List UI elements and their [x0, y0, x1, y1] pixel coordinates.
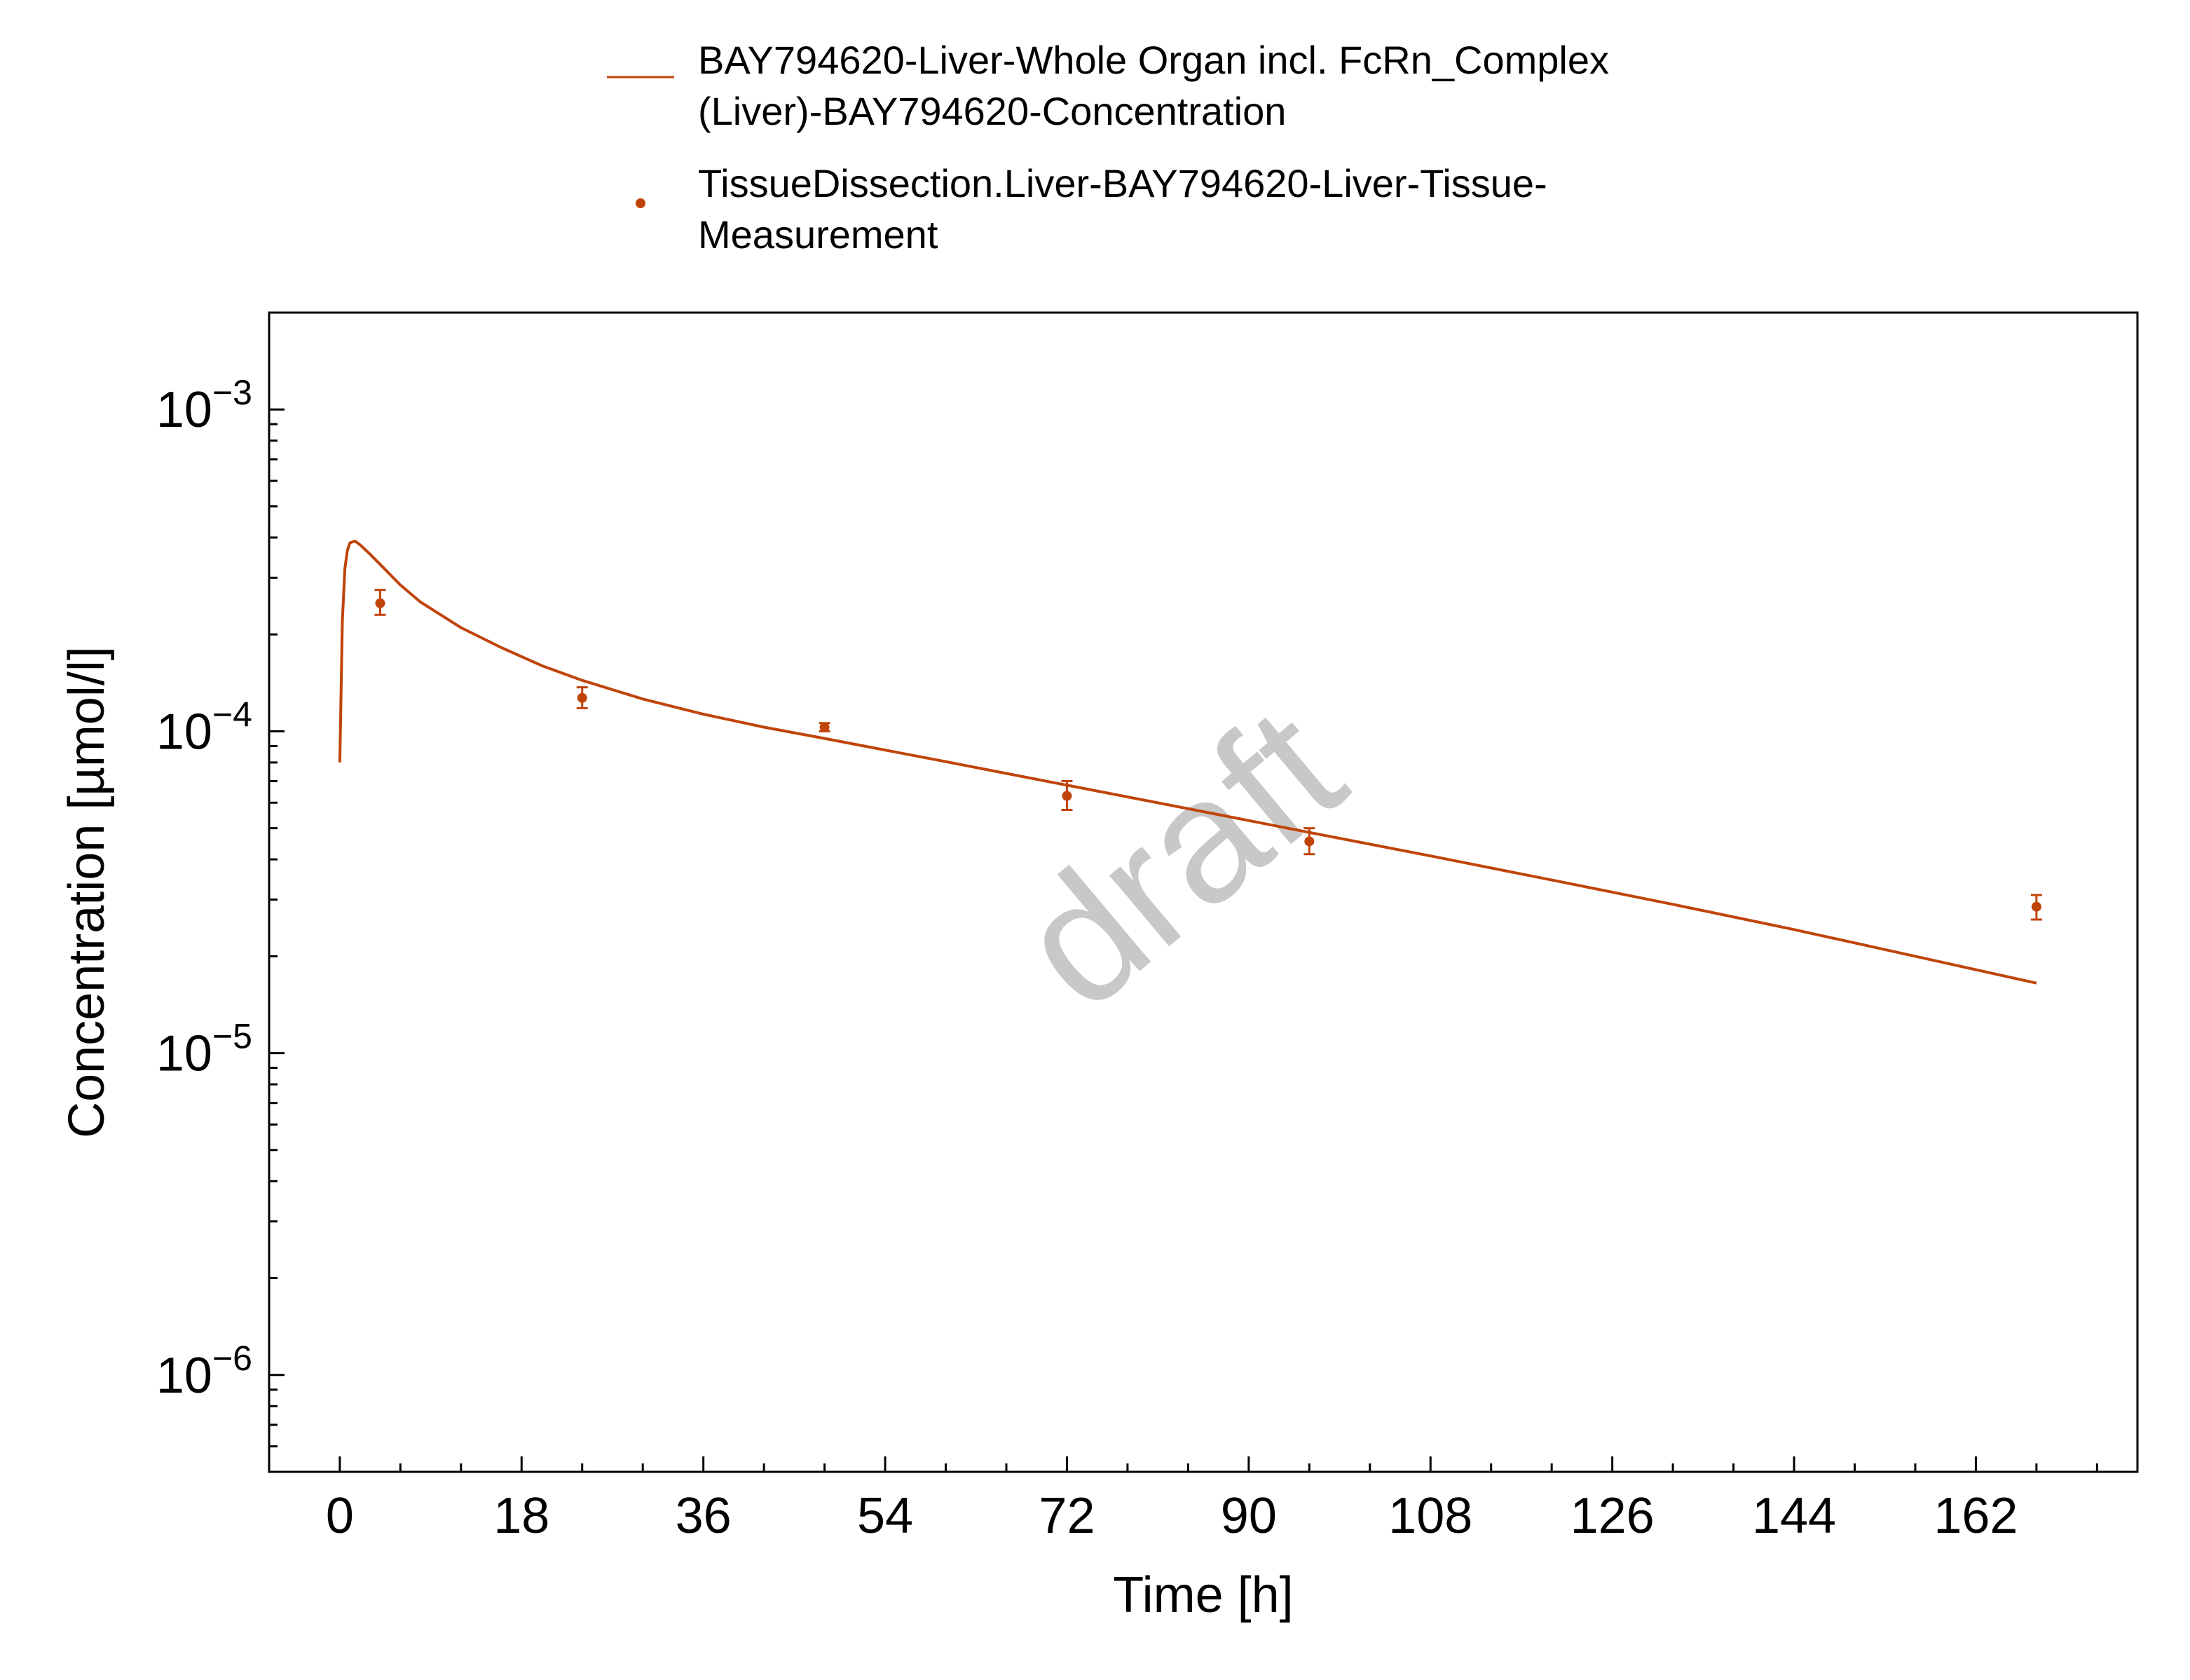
- plot-area-frame: [268, 311, 2139, 1473]
- x-tick-label: 144: [1752, 1488, 1836, 1544]
- x-axis-ticks: 0 18 36 54 72 90 108 126 144 162: [326, 1456, 2098, 1544]
- measurement-marker: [1304, 836, 1315, 847]
- x-tick-label: 54: [857, 1488, 913, 1544]
- measurement-marker: [1062, 791, 1072, 801]
- y-axis-title: Concentration [µmol/l]: [59, 646, 115, 1138]
- simulation-line: [338, 540, 2037, 985]
- x-tick-label: 18: [493, 1488, 549, 1544]
- x-tick-label: 36: [676, 1488, 732, 1544]
- measurement-marker: [375, 598, 385, 608]
- x-tick-label: 126: [1570, 1488, 1655, 1544]
- x-tick-label: 162: [1934, 1488, 2018, 1544]
- x-tick-label: 90: [1221, 1488, 1277, 1544]
- measurement-point: [2030, 894, 2042, 921]
- measurement-point: [374, 589, 386, 616]
- measurement-marker: [819, 722, 830, 732]
- measurement-point: [576, 686, 588, 709]
- legend: BAY794620-Liver-Whole Organ incl. FcRn_C…: [607, 38, 1609, 257]
- y-tick-label: 10−4: [156, 695, 252, 760]
- y-axis-ticks: 10−3 10−4 10−5 10−6: [156, 311, 285, 1473]
- y-tick-label: 10−5: [156, 1017, 252, 1082]
- legend-label-line-2: (Liver)-BAY794620-Concentration: [698, 89, 1286, 133]
- y-tick-label: 10−6: [156, 1339, 252, 1404]
- y-tick-label: 10−3: [156, 373, 252, 438]
- x-tick-label: 108: [1388, 1488, 1472, 1544]
- legend-dot-swatch: [636, 198, 645, 208]
- measurement-marker: [2031, 901, 2041, 912]
- legend-label-line-1: BAY794620-Liver-Whole Organ incl. FcRn_C…: [698, 38, 1609, 82]
- legend-label-scatter-2: Measurement: [698, 212, 938, 257]
- measurement-point: [1061, 780, 1073, 812]
- measurement-marker: [577, 692, 587, 703]
- legend-label-scatter-1: TissueDissection.Liver-BAY794620-Liver-T…: [698, 161, 1547, 205]
- x-tick-label: 0: [326, 1488, 354, 1544]
- x-tick-label: 72: [1039, 1488, 1095, 1544]
- measurement-point: [819, 722, 830, 732]
- measurement-point: [1303, 827, 1315, 856]
- series-layer: [338, 540, 2042, 985]
- x-axis-title: Time [h]: [1113, 1567, 1293, 1623]
